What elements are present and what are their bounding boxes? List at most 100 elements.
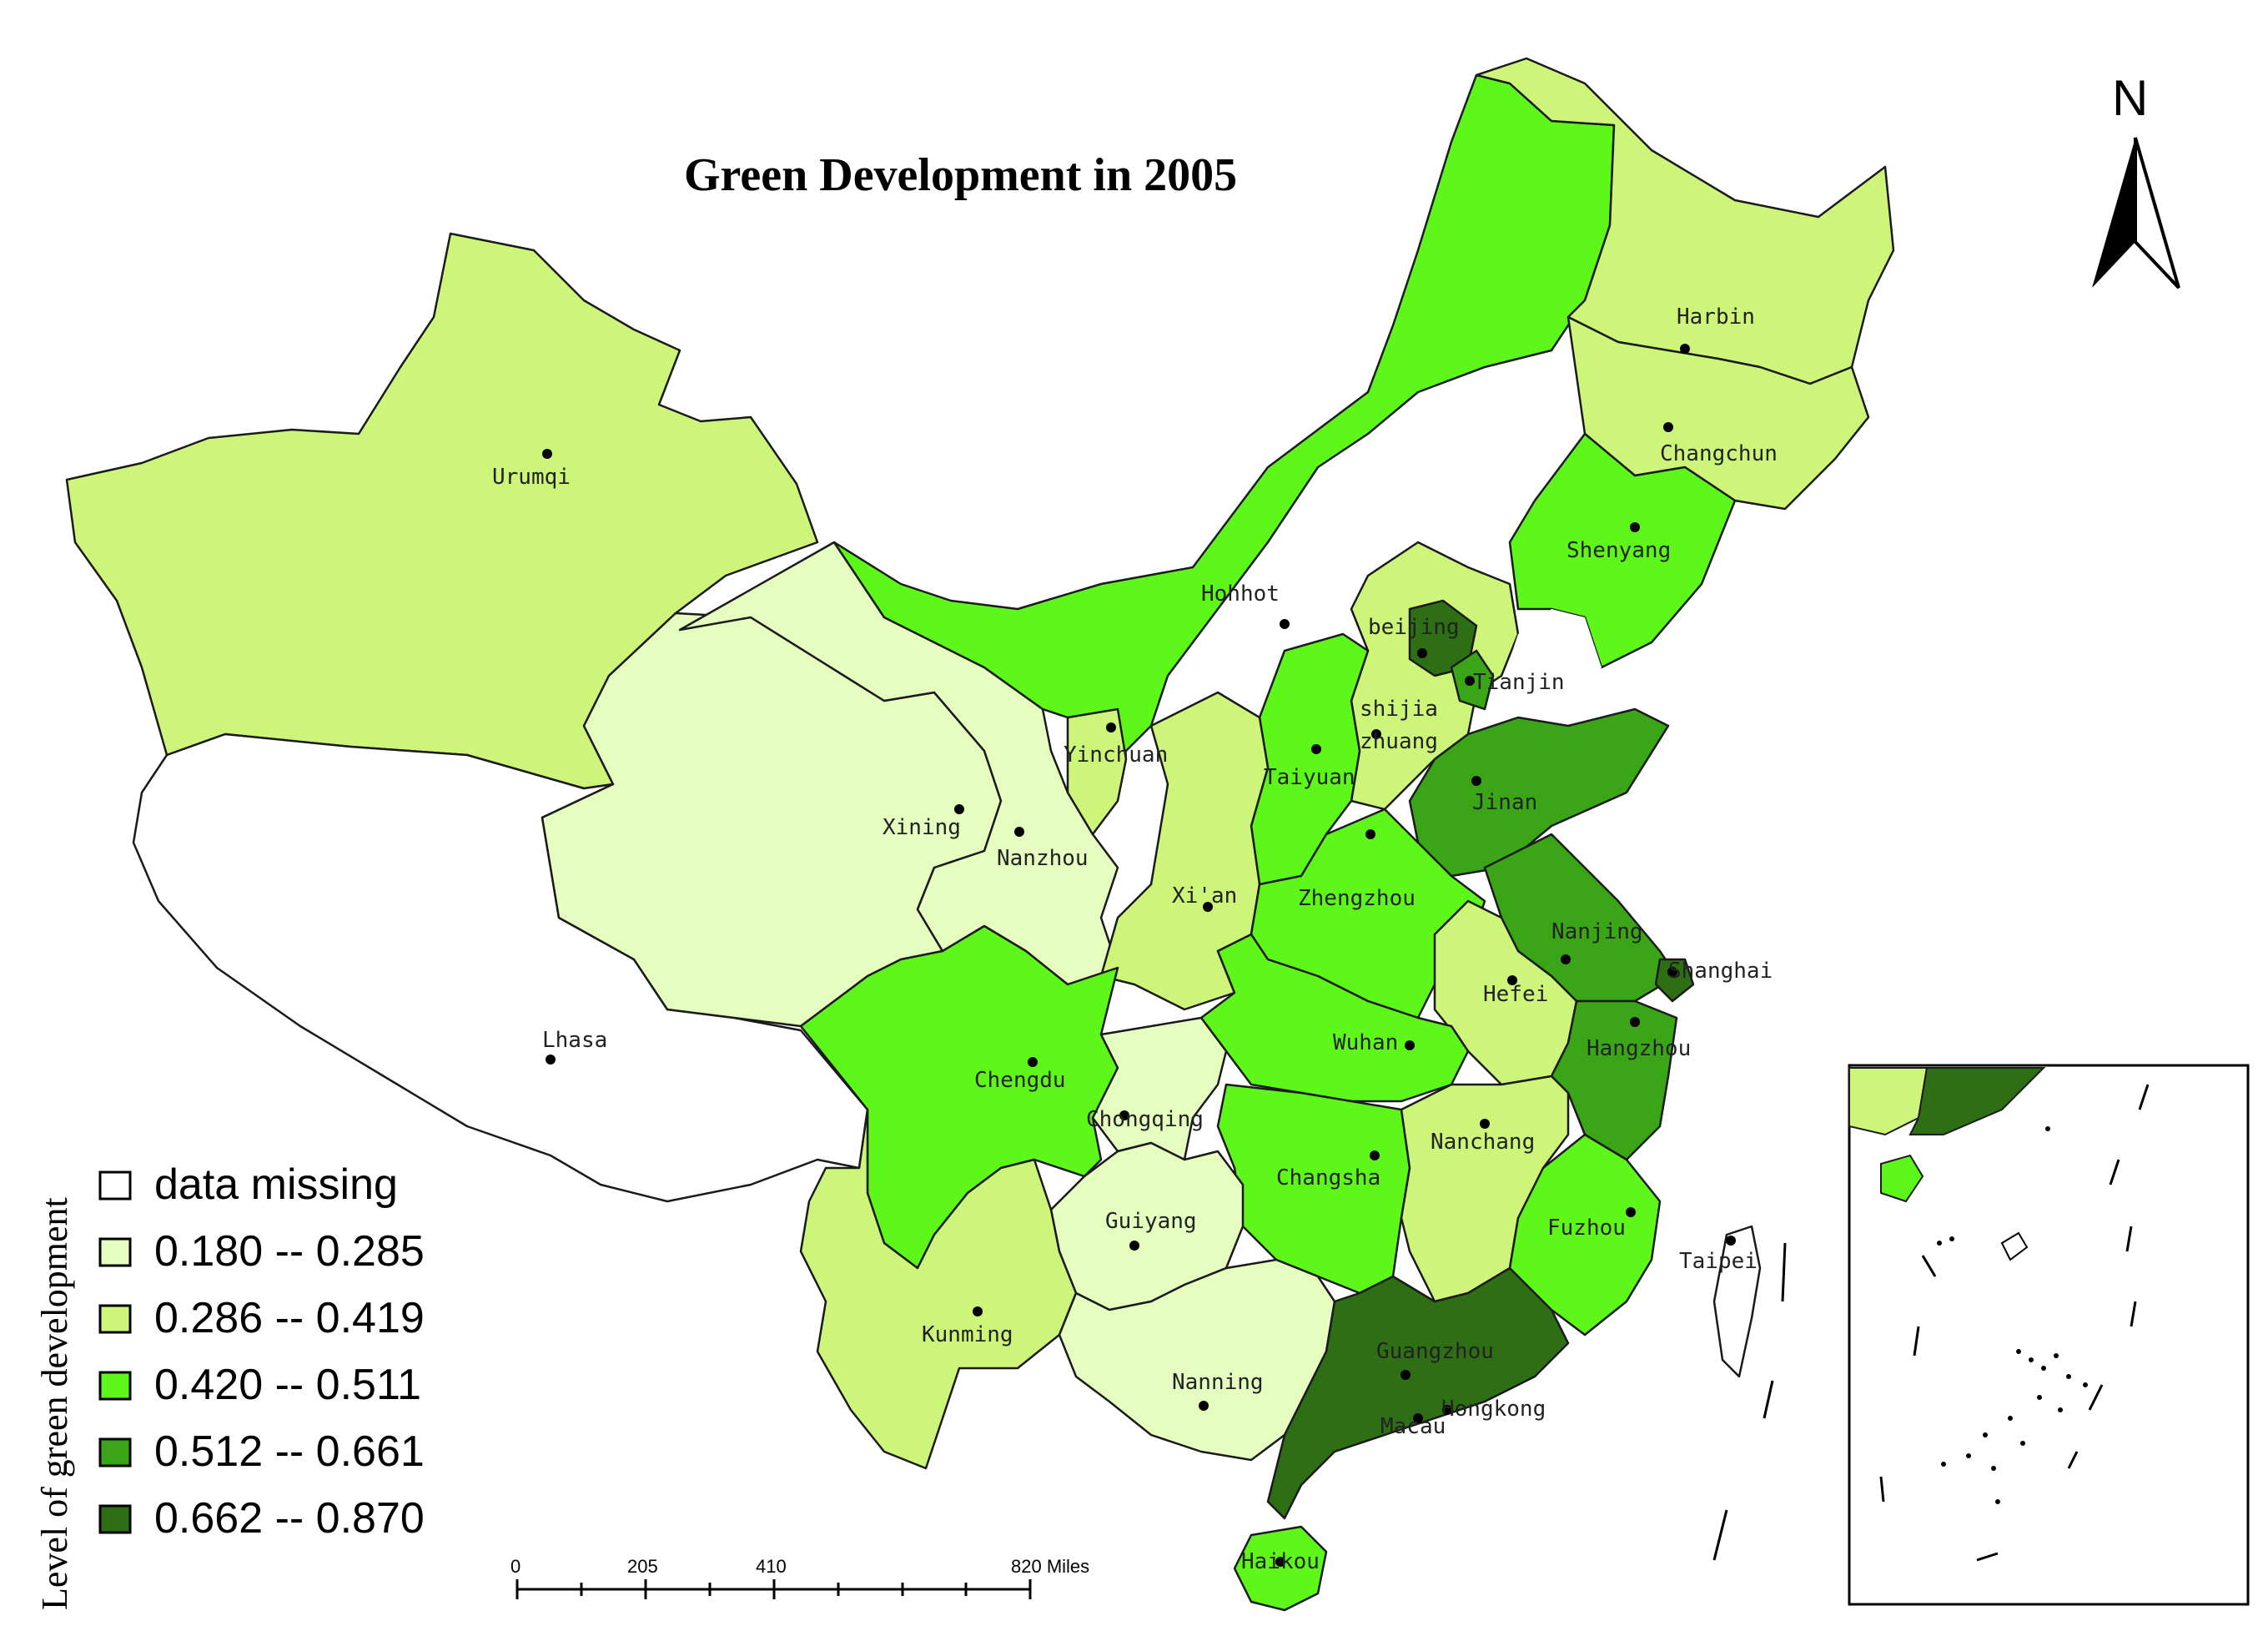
city-yinchuan: Yinchuan bbox=[1064, 722, 1168, 768]
city-lanzhou: Nanzhou bbox=[997, 827, 1089, 871]
city-dot-chengdu bbox=[1028, 1057, 1038, 1067]
city-label-fuzhou: Fuzhou bbox=[1547, 1216, 1626, 1241]
legend-swatch-1 bbox=[98, 1237, 132, 1267]
city-label-zhengzhou: Zhengzhou bbox=[1298, 886, 1416, 911]
city-label-taiyuan: Taiyuan bbox=[1264, 765, 1355, 790]
city-dot-jinan bbox=[1471, 776, 1481, 786]
city-label-chengdu: Chengdu bbox=[974, 1068, 1066, 1093]
city-shijiazhuang_a: shijia bbox=[1360, 697, 1438, 739]
city-label-shenyang: Shenyang bbox=[1566, 538, 1671, 563]
north-arrow-icon: N bbox=[2092, 70, 2180, 289]
city-label-beijing: beijing bbox=[1368, 615, 1460, 640]
city-dot-hefei bbox=[1507, 975, 1517, 985]
scale-label-820: 820 Miles bbox=[1011, 1556, 1089, 1577]
city-label-hefei: Hefei bbox=[1483, 982, 1548, 1007]
city-chongqing: Chongqing bbox=[1086, 1107, 1204, 1132]
province-chongqing bbox=[1091, 1016, 1228, 1161]
city-label-changsha: Changsha bbox=[1276, 1165, 1380, 1191]
province-guangdong bbox=[1266, 1266, 1570, 1520]
province-hainan bbox=[1233, 1525, 1328, 1612]
city-dot-beijing bbox=[1417, 648, 1427, 658]
city-label-shijiazhuang_a: shijia bbox=[1360, 697, 1438, 722]
city-dot-zhengzhou bbox=[1365, 829, 1375, 839]
city-macau: Macau bbox=[1380, 1413, 1446, 1439]
province-fujian bbox=[1508, 1133, 1662, 1337]
city-label-lanzhou: Nanzhou bbox=[997, 846, 1089, 871]
city-dot-fuzhou bbox=[1626, 1207, 1636, 1217]
city-label-jinan: Jinan bbox=[1472, 790, 1537, 815]
city-label-guangzhou: Guangzhou bbox=[1376, 1339, 1494, 1364]
city-dot-hohhot bbox=[1280, 619, 1290, 629]
city-dot-chongqing bbox=[1119, 1110, 1129, 1120]
city-label-hohhot: Hohhot bbox=[1201, 581, 1280, 607]
city-guiyang: Guiyang bbox=[1105, 1209, 1197, 1251]
city-xining: Xining bbox=[883, 804, 964, 840]
city-hohhot: Hohhot bbox=[1201, 581, 1290, 629]
legend-label-0: data missing bbox=[154, 1160, 398, 1209]
city-changchun: Changchun bbox=[1660, 422, 1778, 466]
city-label-nanning: Nanning bbox=[1172, 1370, 1264, 1395]
city-label-nanjing: Nanjing bbox=[1551, 919, 1643, 944]
city-jinan: Jinan bbox=[1471, 776, 1537, 815]
north-label: N bbox=[2112, 70, 2148, 126]
city-label-urumqi: Urumqi bbox=[492, 465, 571, 490]
city-label-hangzhou: Hangzhou bbox=[1587, 1036, 1691, 1061]
city-dot-guiyang bbox=[1129, 1241, 1139, 1251]
province-yunnan bbox=[799, 1108, 1078, 1470]
city-dot-shijiazhuang_a bbox=[1371, 729, 1381, 739]
city-dot-taiyuan bbox=[1311, 744, 1321, 754]
city-kunming: Kunming bbox=[922, 1306, 1013, 1347]
inset-frame bbox=[1848, 1064, 2250, 1606]
legend: Level of green development data missing 0… bbox=[34, 1160, 425, 1610]
city-label-haikou: Haikou bbox=[1241, 1549, 1320, 1574]
scale-label-410: 410 bbox=[756, 1556, 787, 1577]
city-shanghai: Shanghai bbox=[1667, 959, 1773, 984]
city-dot-kunming bbox=[973, 1306, 983, 1316]
legend-swatch-4 bbox=[98, 1437, 132, 1467]
city-label-kunming: Kunming bbox=[922, 1322, 1013, 1347]
city-hongkong: Hongkong bbox=[1441, 1397, 1546, 1422]
city-dot-shenyang bbox=[1630, 522, 1640, 532]
city-shijiazhuang_b: zhuang bbox=[1360, 729, 1438, 754]
city-dot-xining bbox=[954, 804, 964, 814]
city-zhengzhou: Zhengzhou bbox=[1298, 829, 1416, 911]
city-dot-macau bbox=[1413, 1413, 1423, 1423]
city-label-changchun: Changchun bbox=[1660, 441, 1778, 466]
map-title: Green Development in 2005 bbox=[684, 149, 1237, 201]
city-dot-changchun bbox=[1663, 422, 1673, 432]
city-dot-wuhan bbox=[1405, 1040, 1415, 1050]
south-china-sea-inset bbox=[1848, 1064, 2250, 1606]
boundary-dashes bbox=[1712, 1242, 1787, 1561]
city-taiyuan: Taiyuan bbox=[1264, 744, 1355, 790]
legend-label-3: 0.420 -- 0.511 bbox=[154, 1361, 421, 1409]
city-urumqi: Urumqi bbox=[492, 449, 571, 490]
city-chengdu: Chengdu bbox=[974, 1057, 1066, 1093]
city-dot-xian bbox=[1203, 902, 1213, 912]
city-dot-hangzhou bbox=[1630, 1017, 1640, 1027]
city-dot-tianjin bbox=[1465, 676, 1475, 686]
legend-label-1: 0.180 -- 0.285 bbox=[154, 1227, 425, 1276]
city-dot-changsha bbox=[1370, 1150, 1380, 1160]
city-wuhan: Wuhan bbox=[1333, 1030, 1415, 1055]
city-beijing: beijing bbox=[1368, 615, 1460, 658]
city-changsha: Changsha bbox=[1276, 1150, 1380, 1191]
legend-swatch-2 bbox=[98, 1304, 132, 1334]
bohai-sea bbox=[1501, 609, 1602, 709]
city-nanjing: Nanjing bbox=[1551, 919, 1643, 964]
city-lhasa: Lhasa bbox=[542, 1028, 607, 1065]
city-markers: Urumqi Lhasa Xining Nanzhou Yinchuan Hohhot Ha… bbox=[492, 305, 1778, 1574]
province-shanghai bbox=[1654, 958, 1695, 1003]
city-xian: Xi'an bbox=[1172, 883, 1237, 912]
scale-label-205: 205 bbox=[627, 1556, 658, 1577]
city-label-shanghai: Shanghai bbox=[1668, 959, 1773, 984]
city-tianjin: Tianjin bbox=[1465, 670, 1565, 695]
city-nanchang: Nanchang bbox=[1431, 1119, 1535, 1155]
city-hefei: Hefei bbox=[1483, 975, 1548, 1007]
city-label-wuhan: Wuhan bbox=[1333, 1030, 1398, 1055]
city-dot-nanchang bbox=[1480, 1119, 1490, 1129]
city-fuzhou: Fuzhou bbox=[1547, 1207, 1636, 1241]
legend-title: Level of green development bbox=[34, 1197, 75, 1610]
city-label-chongqing: Chongqing bbox=[1086, 1107, 1204, 1132]
city-dot-haikou bbox=[1275, 1557, 1285, 1567]
